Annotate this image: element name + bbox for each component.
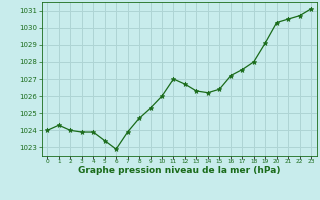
X-axis label: Graphe pression niveau de la mer (hPa): Graphe pression niveau de la mer (hPa) [78, 166, 280, 175]
